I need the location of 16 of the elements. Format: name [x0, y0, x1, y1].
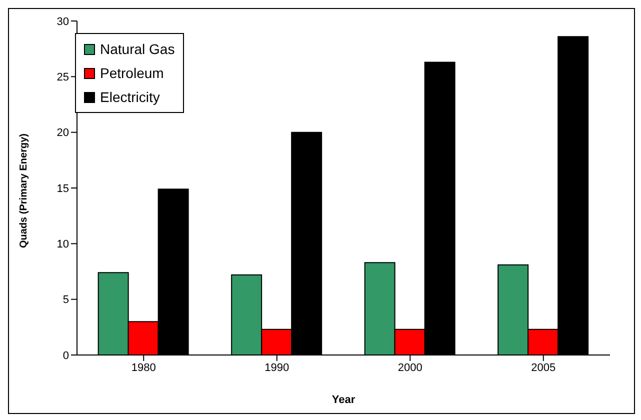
y-axis-title: Quads (Primary Energy) — [18, 134, 30, 248]
legend-label: Electricity — [100, 88, 160, 107]
y-tick-label: 0 — [62, 350, 69, 362]
y-tick-label: 20 — [56, 127, 69, 140]
legend-label: Petroleum — [100, 64, 164, 83]
y-tick-label: 5 — [62, 294, 69, 306]
x-tick-label: 1980 — [131, 362, 156, 374]
y-tick-label: 30 — [56, 16, 69, 28]
y-tick-label: 15 — [56, 182, 69, 195]
x-tick-label: 1990 — [264, 362, 290, 374]
x-tick-label: 2005 — [531, 362, 556, 374]
legend-label: Natural Gas — [100, 40, 175, 59]
y-tick-label: 25 — [56, 72, 69, 84]
x-axis-title: Year — [332, 394, 356, 406]
x-tick-label: 2000 — [398, 362, 422, 374]
y-tick-label: 10 — [56, 238, 69, 251]
